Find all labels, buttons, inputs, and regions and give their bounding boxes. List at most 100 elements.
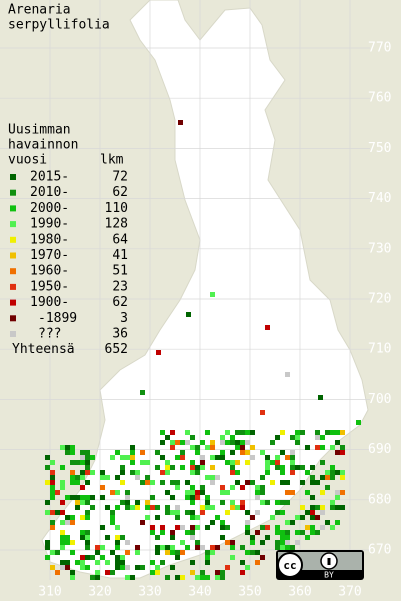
observation-square: [275, 460, 280, 465]
observation-square: [55, 510, 60, 515]
legend-count: 110: [105, 201, 128, 216]
observation-square: [200, 460, 205, 465]
observation-square: [205, 430, 210, 435]
observation-square: [95, 560, 100, 565]
observation-square: [200, 490, 205, 495]
observation-square: [160, 430, 165, 435]
observation-square: [310, 530, 315, 535]
observation-square: [160, 530, 165, 535]
legend-label: 1900-: [30, 295, 69, 310]
observation-square: [255, 510, 260, 515]
observation-square: [85, 495, 90, 500]
observation-square: [100, 545, 105, 550]
legend-year-header: vuosi: [8, 153, 47, 168]
y-tick-label: 680: [368, 492, 391, 507]
observation-square: [170, 465, 175, 470]
observation-square: [265, 470, 270, 475]
observation-square: [100, 495, 105, 500]
observation-square: [140, 390, 145, 395]
observation-square: [175, 515, 180, 520]
observation-square: [80, 470, 85, 475]
observation-square: [135, 500, 140, 505]
observation-square: [165, 545, 170, 550]
observation-square: [130, 450, 135, 455]
observation-square: [120, 470, 125, 475]
observation-square: [170, 495, 175, 500]
observation-square: [45, 540, 50, 545]
observation-square: [325, 485, 330, 490]
observation-square: [150, 495, 155, 500]
observation-square: [195, 540, 200, 545]
observation-square: [250, 430, 255, 435]
observation-square: [215, 575, 220, 580]
observation-square: [290, 520, 295, 525]
observation-square: [195, 495, 200, 500]
observation-square: [65, 535, 70, 540]
observation-square: [85, 465, 90, 470]
observation-square: [275, 530, 280, 535]
observation-square: [205, 560, 210, 565]
observation-square: [255, 560, 260, 565]
observation-square: [325, 475, 330, 480]
observation-square: [50, 460, 55, 465]
observation-square: [180, 525, 185, 530]
observation-square: [320, 435, 325, 440]
observation-square: [250, 455, 255, 460]
observation-square: [50, 485, 55, 490]
observation-square: [320, 475, 325, 480]
observation-square: [290, 465, 295, 470]
observation-square: [115, 490, 120, 495]
legend: 2015- 72 2010- 62 2000- 110 1990- 128 1980- 64 197…: [10, 170, 128, 357]
observation-square: [300, 505, 305, 510]
observation-square: [215, 515, 220, 520]
observation-square: [120, 560, 125, 565]
observation-square: [160, 560, 165, 565]
observation-square: [335, 430, 340, 435]
observation-square: [265, 325, 270, 330]
observation-square: [115, 540, 120, 545]
observation-square: [75, 500, 80, 505]
observation-square: [170, 445, 175, 450]
observation-square: [80, 460, 85, 465]
observation-square: [190, 495, 195, 500]
observation-square: [260, 500, 265, 505]
observation-square: [195, 515, 200, 520]
observation-square: [230, 460, 235, 465]
observation-square: [105, 560, 110, 565]
observation-square: [330, 445, 335, 450]
observation-square: [310, 475, 315, 480]
observation-square: [205, 525, 210, 530]
observation-square: [330, 525, 335, 530]
observation-square: [230, 545, 235, 550]
observation-square: [125, 575, 130, 580]
observation-square: [295, 515, 300, 520]
observation-square: [220, 455, 225, 460]
observation-square: [80, 535, 85, 540]
observation-square: [110, 455, 115, 460]
observation-square: [165, 490, 170, 495]
observation-square: [245, 510, 250, 515]
observation-square: [230, 450, 235, 455]
observation-square: [50, 495, 55, 500]
observation-square: [50, 470, 55, 475]
x-tick-label: 350: [238, 585, 261, 600]
observation-square: [150, 525, 155, 530]
observation-square: [110, 490, 115, 495]
observation-square: [115, 555, 120, 560]
observation-square: [120, 555, 125, 560]
observation-square: [75, 460, 80, 465]
y-tick-label: 720: [368, 292, 391, 307]
observation-square: [185, 440, 190, 445]
observation-square: [250, 535, 255, 540]
observation-square: [340, 470, 345, 475]
observation-square: [155, 550, 160, 555]
observation-square: [235, 460, 240, 465]
observation-square: [95, 550, 100, 555]
legend-label: 1990-: [30, 217, 69, 232]
legend-swatch: [10, 252, 16, 259]
observation-square: [235, 505, 240, 510]
observation-square: [290, 460, 295, 465]
observation-square: [45, 545, 50, 550]
legend-count: 23: [112, 279, 128, 294]
observation-square: [295, 430, 300, 435]
